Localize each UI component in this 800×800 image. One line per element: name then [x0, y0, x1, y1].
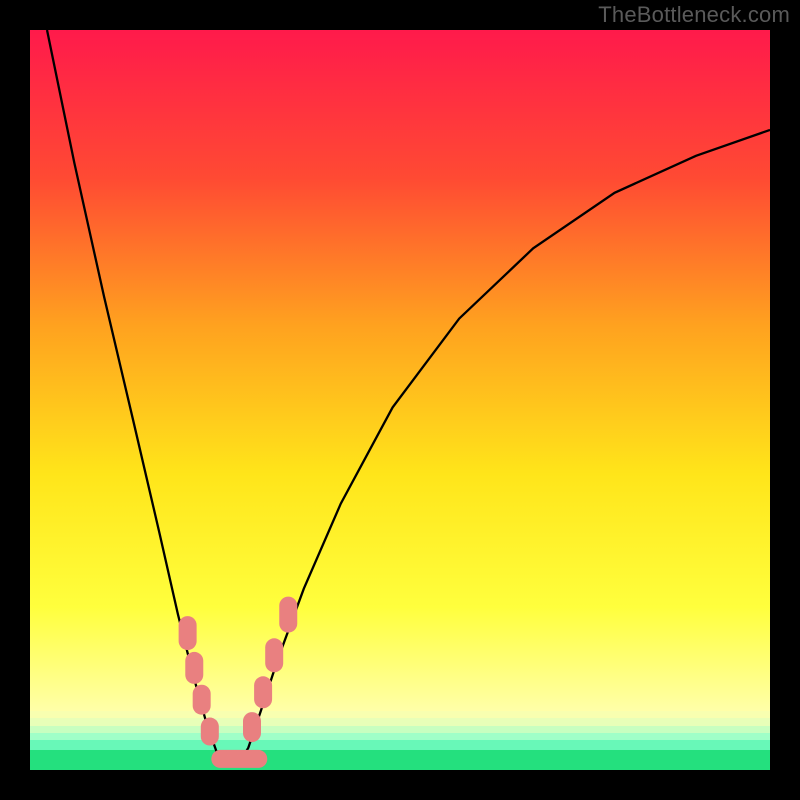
marker-pill — [193, 685, 211, 715]
marker-pill — [185, 652, 203, 684]
marker-pill — [179, 616, 197, 650]
watermark-text: TheBottleneck.com — [598, 2, 790, 28]
marker-pill — [201, 718, 219, 746]
marker-bottom-bar — [211, 750, 267, 768]
figure-canvas: TheBottleneck.com — [0, 0, 800, 800]
data-markers — [30, 30, 770, 770]
plot-area — [30, 30, 770, 770]
marker-pill — [265, 638, 283, 672]
marker-pill — [243, 712, 261, 742]
marker-pill — [279, 597, 297, 633]
marker-pill — [254, 676, 272, 708]
